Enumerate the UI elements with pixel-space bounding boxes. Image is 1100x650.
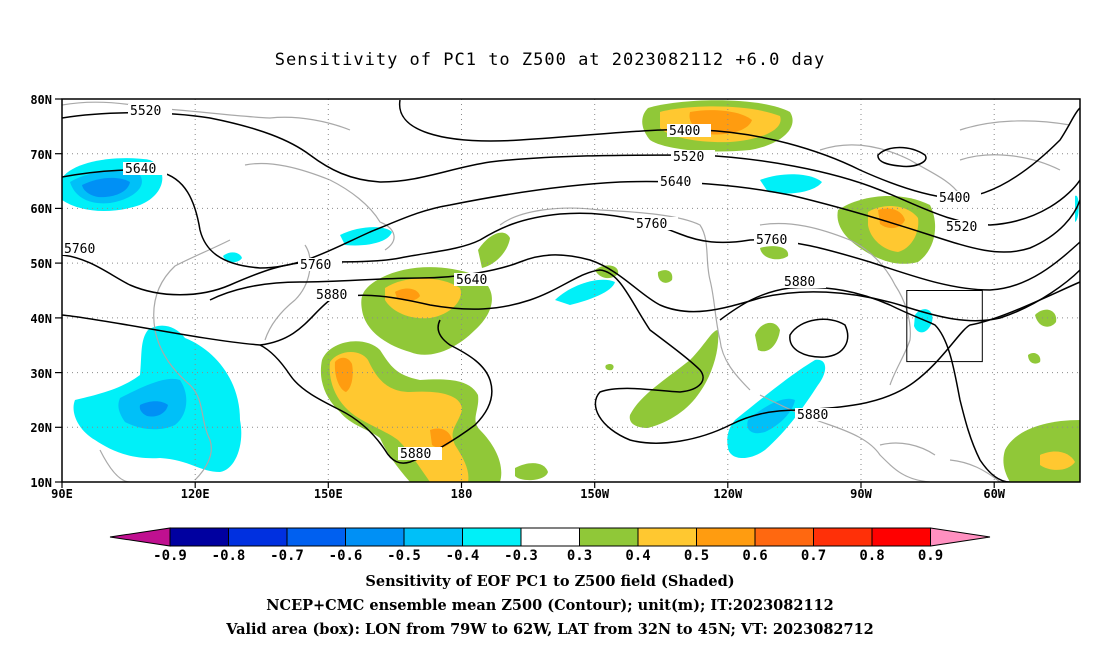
tick-marks bbox=[55, 98, 995, 488]
lon-label: 90W bbox=[850, 487, 872, 501]
colorbar-label: -0.8 bbox=[212, 548, 246, 564]
map-title: Sensitivity of PC1 to Z500 at 2023082112… bbox=[274, 50, 826, 70]
lat-label: 20N bbox=[30, 421, 52, 435]
colorbar-label: 0.8 bbox=[859, 548, 884, 564]
lat-label: 70N bbox=[30, 148, 52, 162]
lon-label: 150E bbox=[314, 487, 343, 501]
colorbar-under-arrow bbox=[109, 527, 171, 547]
colorbar-box bbox=[228, 527, 288, 547]
colorbar-label: 0.6 bbox=[742, 548, 767, 564]
colorbar-label: -0.5 bbox=[387, 548, 421, 564]
colorbar-box bbox=[696, 527, 756, 547]
contour-5400-closed bbox=[877, 146, 927, 168]
contour-label: 5640 bbox=[660, 175, 691, 190]
lat-label: 40N bbox=[30, 312, 52, 326]
contour-5760-west bbox=[62, 212, 1080, 296]
contour-label: 5520 bbox=[673, 150, 704, 165]
colorbar-label: 0.3 bbox=[567, 548, 592, 564]
lat-label: 60N bbox=[30, 202, 52, 216]
contour-label: 5640 bbox=[456, 273, 487, 288]
colorbar-labels: -0.9 -0.8 -0.7 -0.6 -0.5 -0.4 -0.3 0.3 0… bbox=[153, 548, 943, 564]
lon-label: 90E bbox=[51, 487, 73, 501]
contour-label: 5880 bbox=[316, 288, 347, 303]
contour-5880-closed bbox=[789, 318, 849, 358]
colorbar-box bbox=[637, 527, 697, 547]
caption-line-3: Valid area (box): LON from 79W to 62W, L… bbox=[226, 621, 874, 638]
colorbar-box bbox=[462, 527, 522, 547]
valid-area-box bbox=[906, 290, 983, 363]
colorbar-box bbox=[403, 527, 463, 547]
colorbar-box bbox=[520, 527, 580, 547]
caption-line-2: NCEP+CMC ensemble mean Z500 (Contour); u… bbox=[266, 597, 834, 614]
contour-labels: 5520 5640 5760 5400 5520 5640 5760 5760 … bbox=[62, 104, 988, 462]
lat-label: 10N bbox=[30, 476, 52, 490]
contour-5520-north bbox=[62, 111, 1080, 226]
colorbar-label: 0.4 bbox=[625, 548, 650, 564]
contour-5640-north bbox=[62, 169, 1080, 269]
contour-label: 5880 bbox=[400, 447, 431, 462]
lon-labels: 90E 120E 150E 180 150W 120W 90W 60W bbox=[51, 487, 1006, 501]
contour-label: 5760 bbox=[756, 233, 787, 248]
colorbar-box bbox=[813, 527, 873, 547]
contour-label: 5880 bbox=[797, 408, 828, 423]
colorbar-box bbox=[871, 527, 931, 547]
colorbar-box bbox=[169, 527, 229, 547]
coastline-layer bbox=[62, 101, 1071, 482]
lat-label: 30N bbox=[30, 367, 52, 381]
lat-label: 80N bbox=[30, 93, 52, 107]
colorbar-label: -0.7 bbox=[270, 548, 304, 564]
map-frame bbox=[61, 98, 1081, 483]
contour-5880-central bbox=[259, 319, 493, 464]
contour-label: 5400 bbox=[939, 191, 970, 206]
caption-line-1: Sensitivity of EOF PC1 to Z500 field (Sh… bbox=[365, 573, 735, 590]
lon-label: 120W bbox=[713, 487, 743, 501]
contour-label: 5760 bbox=[64, 242, 95, 257]
colorbar-label: -0.4 bbox=[446, 548, 480, 564]
lon-label: 150W bbox=[580, 487, 610, 501]
contour-label: 5640 bbox=[125, 162, 156, 177]
lon-label: 120E bbox=[181, 487, 210, 501]
contour-label: 5880 bbox=[784, 275, 815, 290]
colorbar-label: -0.9 bbox=[153, 548, 187, 564]
colorbar bbox=[109, 527, 991, 547]
colorbar-box bbox=[754, 527, 814, 547]
lon-label: 180 bbox=[451, 487, 473, 501]
colorbar-over-arrow bbox=[930, 527, 991, 547]
colorbar-label: -0.3 bbox=[504, 548, 538, 564]
lat-labels: 80N 70N 60N 50N 40N 30N 20N 10N bbox=[30, 93, 52, 490]
colorbar-label: -0.6 bbox=[329, 548, 363, 564]
colorbar-label: 0.9 bbox=[918, 548, 943, 564]
colorbar-label: 0.7 bbox=[801, 548, 826, 564]
colorbar-box bbox=[286, 527, 346, 547]
colorbar-box bbox=[345, 527, 405, 547]
pos-region-atlantic bbox=[1003, 420, 1080, 482]
colorbar-label: 0.5 bbox=[684, 548, 709, 564]
contour-label: 5400 bbox=[669, 124, 700, 139]
contour-5400 bbox=[398, 99, 1080, 199]
contour-label: 5520 bbox=[946, 220, 977, 235]
colorbar-box bbox=[579, 527, 639, 547]
contour-label: 5760 bbox=[300, 258, 331, 273]
contour-label: 5520 bbox=[130, 104, 161, 119]
lon-label: 60W bbox=[983, 487, 1005, 501]
pos-region-east-pacific bbox=[629, 330, 719, 428]
lat-label: 50N bbox=[30, 257, 52, 271]
contour-label: 5760 bbox=[636, 217, 667, 232]
contour-5880-east bbox=[719, 286, 1011, 482]
contour-5640-pacific bbox=[209, 254, 1080, 322]
